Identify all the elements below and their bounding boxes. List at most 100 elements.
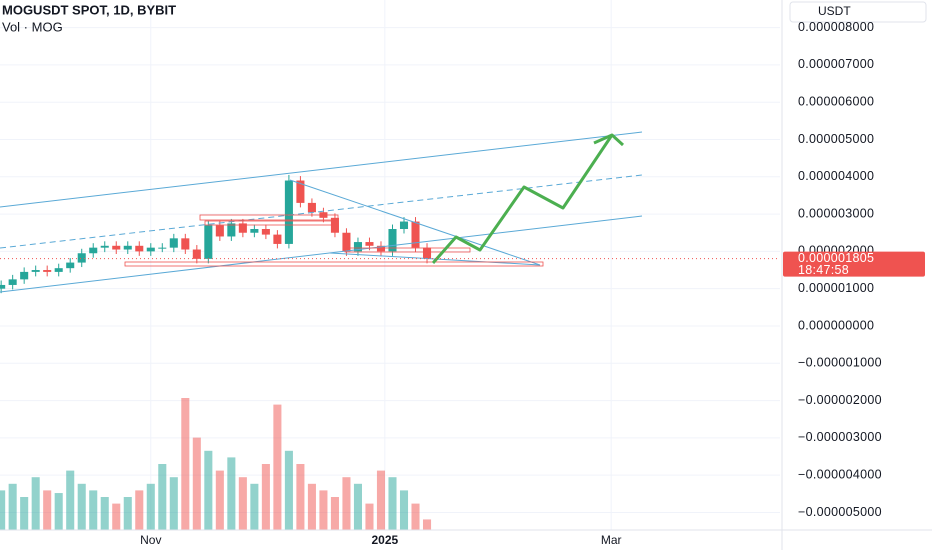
y-tick-label: 0.000007000 (798, 57, 874, 71)
y-tick-label: 0.000005000 (798, 132, 874, 146)
volume-bar (77, 483, 86, 530)
volume-bar (238, 477, 247, 530)
volume-bar (158, 464, 167, 530)
volume-bar (43, 490, 52, 530)
x-tick-label: 2025 (371, 533, 398, 547)
volume-bar (376, 470, 386, 530)
candle-body (169, 238, 178, 248)
volume-bar (112, 503, 121, 530)
candle-body (112, 245, 121, 250)
candle-body (31, 270, 40, 272)
candle-body (307, 202, 316, 213)
volume-bar (353, 483, 362, 530)
grid (0, 0, 780, 530)
candle-body (250, 229, 259, 233)
y-tick-label: 0.000001000 (798, 281, 874, 295)
volume-bar (411, 503, 420, 530)
zone (344, 247, 471, 253)
volume-label: Vol · MOG (2, 19, 63, 34)
volume-bar (204, 450, 213, 530)
volume-bar (89, 490, 98, 530)
volume-bar (399, 490, 409, 530)
candle-body (20, 271, 29, 280)
volume-bar (192, 437, 201, 530)
candle-body (43, 270, 52, 272)
volume-bar (365, 503, 374, 530)
candle-body (181, 238, 190, 250)
volume-bar (422, 519, 432, 530)
volume-bar (215, 470, 224, 530)
candle-body (411, 221, 420, 248)
symbol-title: MOGUSDT SPOT, 1D, BYBIT (2, 2, 176, 17)
y-tick-label: 0.000004000 (798, 169, 874, 183)
volume-bar (319, 490, 328, 530)
zone (124, 261, 544, 267)
volume-bar (250, 483, 259, 530)
volume-bar (100, 497, 109, 530)
volume-bar (307, 483, 316, 530)
volume-bar (181, 398, 190, 530)
forecast-arrowhead (593, 133, 625, 147)
volume-bar (0, 490, 6, 530)
y-tick-label: −0.000001000 (798, 356, 882, 370)
candle-body (192, 249, 201, 259)
candle-body (135, 245, 144, 252)
volume-bar (31, 477, 40, 530)
volume-bar (169, 477, 178, 530)
candle-body (399, 221, 409, 230)
candle-body (422, 247, 432, 259)
candle-body (0, 284, 6, 289)
channel-upper (0, 131, 643, 208)
x-tick-label: Mar (601, 533, 622, 547)
candle-body (158, 247, 167, 249)
drawings (0, 131, 643, 293)
candle-body (227, 223, 236, 237)
candle-body (215, 225, 224, 237)
last-price-label: 0.000001805 (798, 251, 874, 265)
candle-body (8, 279, 17, 285)
volume-bar (330, 497, 339, 530)
y-tick-label: −0.000005000 (798, 505, 882, 519)
candle-body (146, 247, 155, 252)
y-tick-label: 0.000008000 (798, 20, 874, 34)
volume-bar (146, 483, 155, 530)
currency-label[interactable]: USDT (818, 4, 851, 18)
volume-bar (54, 493, 63, 530)
last-price-tag (783, 251, 925, 277)
volume-bar (261, 464, 270, 530)
volume-bar (8, 483, 17, 530)
volume-bar (388, 477, 397, 530)
candle-body (204, 225, 213, 259)
channel-mid (0, 174, 643, 249)
candle-body (261, 229, 270, 235)
candle-body (296, 180, 305, 203)
volume-bar (20, 497, 29, 530)
candle-body (284, 180, 293, 244)
currency-button[interactable] (789, 1, 927, 23)
y-tick-label: 0.000000000 (798, 318, 874, 332)
candle-body (342, 232, 351, 252)
marks (0, 174, 432, 530)
candle-body (238, 223, 247, 233)
volume-bar (135, 490, 144, 530)
volume-bar (284, 450, 293, 530)
forecast-path (431, 134, 614, 264)
volume-bar (296, 464, 305, 530)
zone (199, 214, 339, 221)
candle-body (376, 245, 386, 252)
candle-body (365, 242, 374, 246)
candle-body (66, 262, 75, 269)
volume-bar (273, 404, 282, 530)
candle-body (330, 217, 339, 233)
candle-body (123, 245, 132, 250)
candle-body (100, 245, 109, 248)
candle-body (77, 253, 86, 263)
candle-body (89, 247, 98, 254)
candle-body (388, 229, 397, 252)
axes: 0.000008000 0.000007000 0.000006000 0.00000… (0, 20, 925, 547)
triangle-upper (289, 179, 541, 266)
candle-body (273, 234, 282, 244)
volume-bar (227, 457, 236, 530)
